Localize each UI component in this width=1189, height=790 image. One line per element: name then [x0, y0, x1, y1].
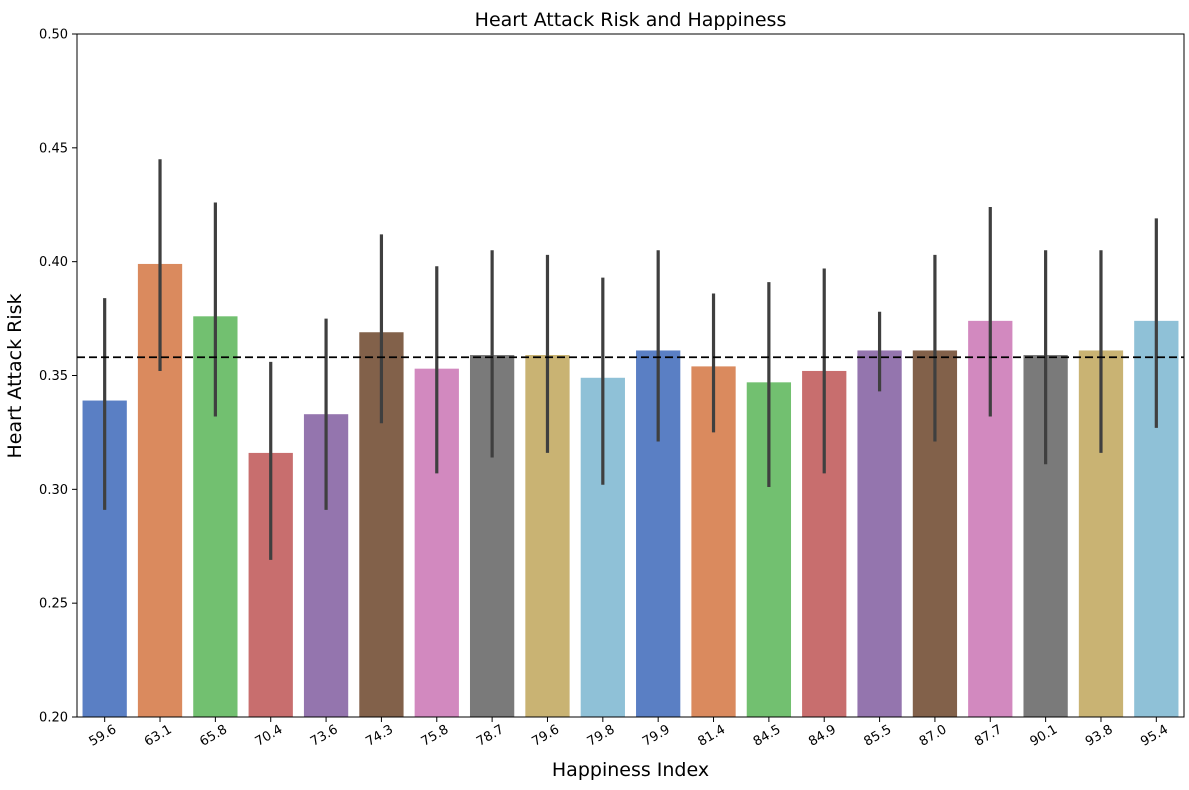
- x-tick-label: 87.0: [917, 722, 950, 749]
- x-axis-ticks: 59.6 63.1 65.8 70.4 73.6 74.3 75.8 78.7 79.6 79.8…: [87, 717, 1171, 750]
- y-tick-label: 0.30: [39, 483, 68, 498]
- x-tick-label: 65.8: [197, 722, 230, 749]
- bar-85.5: [857, 350, 902, 717]
- y-tick-label: 0.50: [39, 28, 68, 43]
- x-tick-label: 87.7: [972, 722, 1005, 749]
- bars-group: [82, 263, 1179, 717]
- x-tick-label: 93.8: [1083, 722, 1116, 749]
- x-tick-label: 78.7: [474, 722, 507, 749]
- x-tick-label: 79.6: [529, 722, 562, 749]
- y-tick-label: 0.35: [39, 369, 68, 384]
- x-tick-label: 95.4: [1138, 722, 1171, 749]
- x-tick-label: 79.8: [585, 722, 618, 749]
- chart-title: Heart Attack Risk and Happiness: [475, 9, 787, 31]
- x-tick-label: 59.6: [87, 722, 120, 749]
- y-tick-label: 0.25: [39, 597, 68, 612]
- plot-frame: [76, 33, 1185, 718]
- x-tick-label: 75.8: [419, 722, 452, 749]
- x-tick-label: 81.4: [695, 722, 728, 749]
- x-tick-label: 85.5: [862, 722, 895, 749]
- x-axis-label: Happiness Index: [552, 759, 709, 781]
- y-tick-label: 0.45: [39, 141, 68, 156]
- x-tick-label: 73.6: [308, 722, 341, 749]
- y-axis-label: Heart Attack Risk: [4, 294, 26, 459]
- x-tick-label: 63.1: [142, 722, 175, 749]
- x-tick-label: 70.4: [253, 722, 286, 749]
- y-axis-ticks: 0.20 0.25 0.30 0.35 0.40 0.45 0.50: [39, 28, 77, 726]
- x-tick-label: 74.3: [363, 722, 396, 749]
- x-tick-label: 84.5: [751, 722, 784, 749]
- y-tick-label: 0.40: [39, 255, 68, 270]
- y-tick-label: 0.20: [39, 711, 68, 726]
- x-tick-label: 84.9: [806, 722, 839, 749]
- x-tick-label: 79.9: [640, 722, 673, 749]
- error-bars-group: [103, 159, 1158, 560]
- x-tick-label: 90.1: [1028, 722, 1061, 749]
